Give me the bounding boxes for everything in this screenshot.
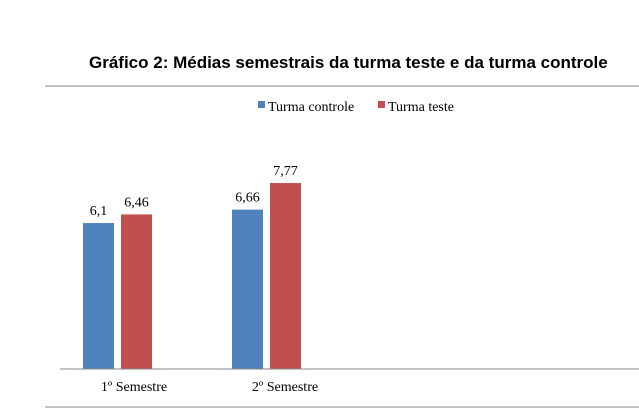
- bar-turma-controle-2: [232, 209, 263, 369]
- data-label-turma-teste-2: 7,77: [273, 164, 298, 179]
- data-label-turma-controle-2: 6,66: [235, 191, 260, 206]
- category-label-1: 1º Semestre: [101, 380, 167, 395]
- legend-swatch-turma-controle: [258, 101, 265, 108]
- chart-title: Gráfico 2: Médias semestrais da turma te…: [89, 53, 608, 72]
- bars: [83, 183, 301, 369]
- data-label-turma-teste-1: 6,46: [124, 195, 149, 210]
- legend-swatch-turma-teste: [378, 101, 385, 108]
- legend: Turma controle Turma teste: [258, 100, 454, 115]
- data-labels: 6,1 6,46 6,66 7,77: [90, 164, 298, 219]
- bar-turma-controle-1: [83, 223, 114, 369]
- category-label-2: 2º Semestre: [252, 380, 318, 395]
- legend-label-turma-teste: Turma teste: [388, 100, 454, 115]
- bar-turma-teste-2: [270, 183, 301, 369]
- legend-label-turma-controle: Turma controle: [268, 100, 354, 115]
- bar-turma-teste-1: [121, 214, 152, 369]
- data-label-turma-controle-1: 6,1: [90, 204, 108, 219]
